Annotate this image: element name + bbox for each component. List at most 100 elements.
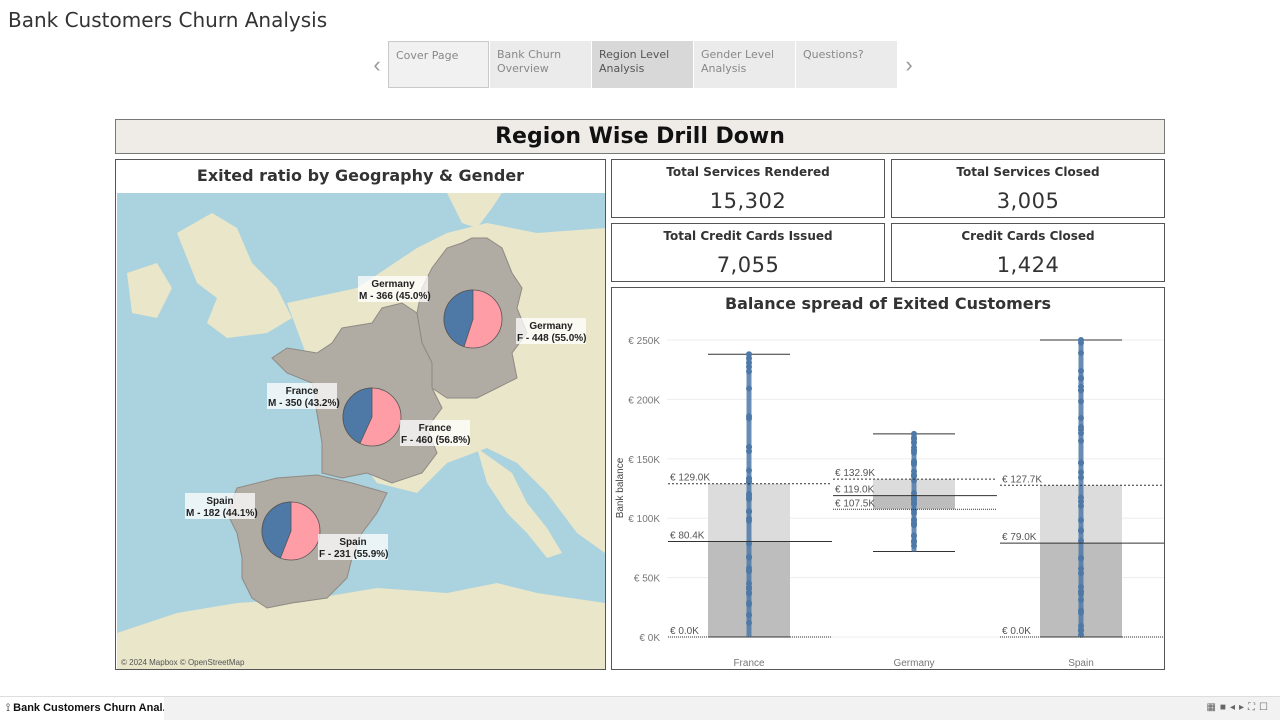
ref-label-median: € 119.0K (835, 485, 875, 496)
label-male-spain-country: Spain (206, 496, 233, 507)
data-point (1078, 631, 1084, 638)
label-male-france-country: France (286, 386, 319, 397)
ref-label-q3: € 127.7K (1002, 474, 1042, 485)
ireland-land (127, 263, 172, 318)
data-point (746, 507, 752, 514)
kpi-services-rendered: Total Services Rendered 15,302 (611, 159, 885, 218)
y-tick-label: € 100K (628, 514, 660, 525)
tab-bank-churn-overview[interactable]: Bank Churn Overview (490, 41, 591, 88)
chevron-left-icon[interactable]: ‹ (373, 51, 381, 77)
data-point (1078, 517, 1084, 524)
section-banner: Region Wise Drill Down (115, 119, 1165, 154)
data-point (911, 473, 917, 480)
sheet-view-icon[interactable]: ■ (1219, 702, 1230, 713)
label-female-spain-bg (318, 534, 388, 560)
data-point (746, 580, 752, 587)
fit-icon[interactable]: ⛶ (1248, 702, 1260, 713)
label-male-spain-value: M - 182 (44.1%) (186, 508, 258, 519)
data-point (911, 532, 917, 539)
ref-label-q1: € 107.5K (835, 498, 875, 509)
y-tick-label: € 0K (639, 633, 660, 644)
data-point (911, 460, 917, 467)
data-point (746, 467, 752, 474)
data-point (1078, 583, 1084, 590)
data-point (1078, 437, 1084, 444)
tab-label-2: Analysis (599, 62, 645, 75)
ref-label-median: € 80.4K (670, 530, 705, 541)
kpi-label: Credit Cards Closed (961, 229, 1095, 243)
tab-cover-page[interactable]: Cover Page (388, 41, 489, 88)
tab-gender-level-analysis[interactable]: Gender Level Analysis (694, 41, 795, 88)
data-point (1078, 398, 1084, 405)
data-point (1078, 622, 1084, 629)
data-point (1078, 502, 1084, 509)
box-plot-title: Balance spread of Exited Customers (724, 294, 1052, 313)
data-point (746, 540, 752, 547)
data-point (1078, 459, 1084, 466)
label-female-france-value: F - 460 (56.8%) (401, 435, 470, 446)
tab-label-2: Analysis (701, 62, 747, 75)
data-point (1078, 527, 1084, 534)
data-point (1078, 627, 1084, 634)
fullscreen-icon[interactable]: ☐ (1259, 702, 1272, 713)
kpi-label: Total Credit Cards Issued (663, 229, 833, 243)
data-point (1078, 426, 1084, 433)
data-point (746, 479, 752, 486)
data-point (746, 612, 752, 619)
kpi-value: 3,005 (996, 189, 1060, 213)
next-sheet-icon[interactable]: ▸ (1239, 702, 1249, 713)
label-male-germany-bg (358, 276, 428, 302)
y-tick-label: € 150K (628, 455, 660, 466)
data-point (1078, 570, 1084, 577)
label-male-germany-country: Germany (371, 279, 415, 290)
tab-label: Gender Level (701, 48, 775, 61)
workbook-tab[interactable]: ⟟ Bank Customers Churn Anal... (0, 697, 164, 720)
ref-label-q3: € 132.9K (835, 468, 875, 479)
ref-label-median: € 79.0K (1002, 532, 1037, 543)
pie-slice-male (342, 387, 373, 444)
data-point (1078, 375, 1084, 382)
kpi-label: Total Services Rendered (666, 165, 830, 179)
map-attribution: © 2024 Mapbox © OpenStreetMap (121, 658, 245, 667)
data-point (746, 515, 752, 522)
chevron-right-icon[interactable]: › (905, 51, 913, 77)
data-point (1078, 383, 1084, 390)
data-point (1078, 537, 1084, 544)
data-point (911, 516, 917, 523)
tab-questions[interactable]: Questions? (796, 41, 897, 88)
label-female-germany-country: Germany (529, 321, 573, 332)
data-point (746, 554, 752, 561)
data-point (746, 363, 752, 370)
label-female-france-country: France (419, 423, 452, 434)
data-point (746, 368, 752, 375)
prev-sheet-icon[interactable]: ◂ (1229, 702, 1239, 713)
label-female-spain-country: Spain (339, 537, 366, 548)
tab-label: Cover Page (396, 49, 459, 62)
data-point (746, 568, 752, 575)
box-plot-marks: € 0K € 50K € 100K € 150K € 200K € 250K Bank ba… (615, 336, 1164, 669)
kpi-value: 15,302 (709, 189, 787, 213)
y-tick-label: € 200K (628, 395, 660, 406)
data-point (1078, 367, 1084, 374)
grid-view-icon[interactable]: ▦ (1206, 702, 1220, 713)
data-point (911, 490, 917, 497)
data-point-max (746, 351, 752, 358)
page-title: Bank Customers Churn Analysis (8, 8, 328, 32)
workbook-tab-label: Bank Customers Churn Anal... (13, 702, 164, 714)
data-point-max (911, 430, 917, 437)
tab-region-level-analysis[interactable]: Region Level Analysis (592, 41, 693, 88)
data-point (1078, 349, 1084, 356)
x-tick-label: France (733, 658, 765, 669)
data-point (1078, 565, 1084, 572)
box-plot[interactable]: € 0K € 50K € 100K € 150K € 200K € 250K Bank ba… (612, 288, 1164, 669)
data-point (746, 496, 752, 503)
x-tick-label: Germany (893, 658, 934, 669)
data-point-max (1078, 337, 1084, 343)
data-point (746, 619, 752, 626)
box-plot-panel: € 0K € 50K € 100K € 150K € 200K € 250K Bank ba… (611, 287, 1165, 670)
data-point (1078, 415, 1084, 422)
label-female-france-bg (400, 420, 470, 446)
data-point (1078, 494, 1084, 501)
